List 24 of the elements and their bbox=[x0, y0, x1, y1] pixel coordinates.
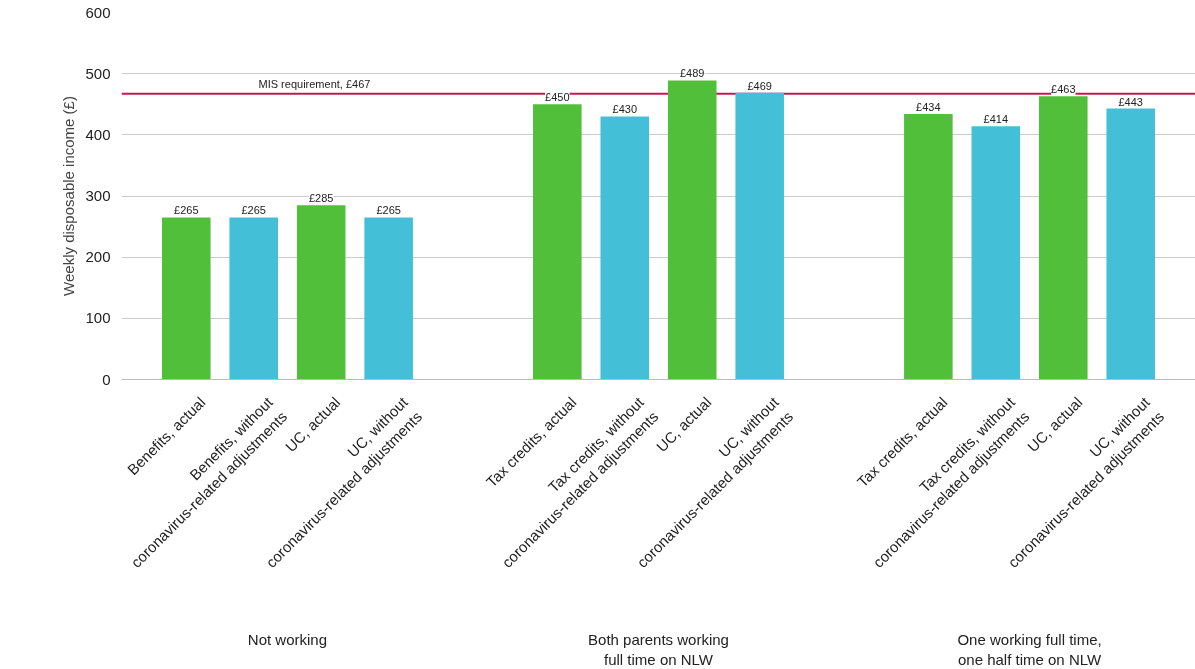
y-tick-label: 500 bbox=[85, 64, 111, 82]
text: Both parents working full time on NLW bbox=[588, 630, 729, 668]
y-tick-label: 400 bbox=[85, 125, 111, 143]
data-label: £430 bbox=[612, 103, 638, 116]
text: Not working bbox=[247, 630, 328, 648]
data-label: £285 bbox=[308, 192, 334, 205]
data-label: £443 bbox=[1118, 95, 1143, 108]
data-label: £414 bbox=[983, 113, 1009, 126]
y-tick-label: 100 bbox=[85, 309, 111, 327]
data-label: £265 bbox=[376, 204, 401, 217]
text: One working full time, one half time on NLW bbox=[957, 630, 1102, 668]
data-label: £489 bbox=[680, 67, 705, 80]
ref-line-label: MIS requirement, £467 bbox=[258, 77, 371, 90]
data-label: £450 bbox=[545, 91, 570, 104]
y-tick-label: 300 bbox=[85, 187, 111, 204]
y-tick-label: 200 bbox=[85, 248, 111, 266]
data-label: £434 bbox=[916, 101, 941, 114]
y-axis-title: Weekly disposable income (£) bbox=[60, 96, 78, 296]
y-tick-label: 600 bbox=[85, 3, 111, 21]
y-tick-label: 0 bbox=[102, 370, 111, 388]
data-label: £265 bbox=[241, 204, 266, 217]
data-label: £463 bbox=[1051, 83, 1076, 96]
data-label: £265 bbox=[174, 204, 199, 217]
data-label: £469 bbox=[747, 79, 772, 92]
